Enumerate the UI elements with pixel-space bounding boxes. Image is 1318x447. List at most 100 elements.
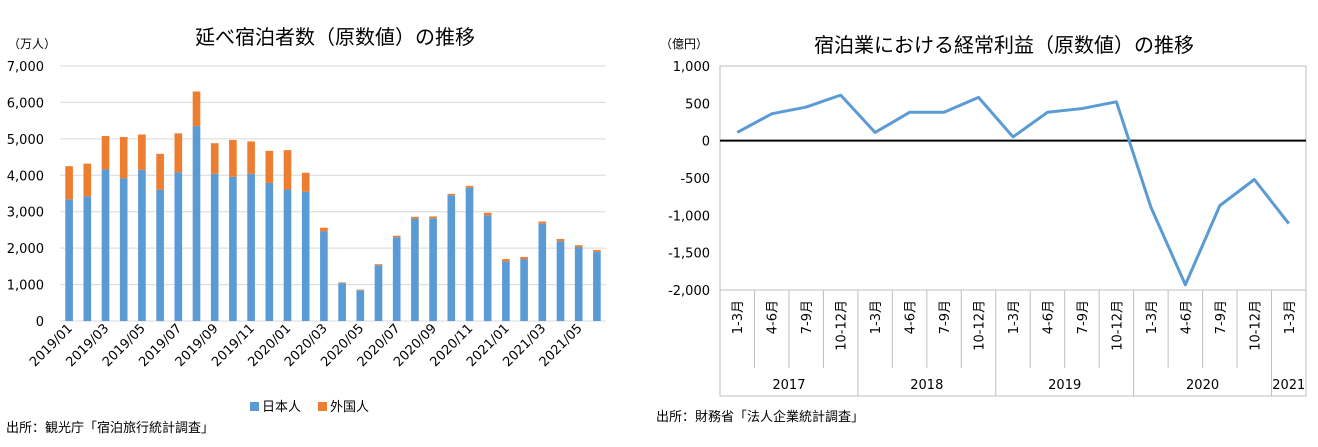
bar-foreign <box>393 236 401 237</box>
y-tick-label: -500 <box>680 172 710 187</box>
x-tick-label: 7-9月 <box>800 300 815 334</box>
stay-count-x-axis: 2019/012019/032019/052019/072019/092019/… <box>27 321 585 370</box>
bar-foreign <box>247 141 255 173</box>
bar-japanese <box>593 252 601 321</box>
ordinary-profit-x-axis: 1-3月 4-6月 7-9月 10-12月 1-3月 4-6月 7-9月 10-12月 1-3月… <box>720 290 1306 396</box>
bar-foreign <box>429 216 437 218</box>
stay-count-chart-svg: 延べ宿泊者数（原数値）の推移 （万人） 0 1,000 2,000 3,000 4,00… <box>0 0 650 443</box>
bar-foreign <box>484 213 492 216</box>
bar-foreign <box>375 264 383 265</box>
bar-japanese <box>302 192 310 321</box>
bar-japanese <box>83 196 91 321</box>
bar-foreign <box>156 154 164 190</box>
x-tick-label: 10-12月 <box>1248 300 1263 351</box>
stay-count-y-axis: 0 1,000 2,000 3,000 4,000 5,000 6,000 7,000 <box>7 60 44 330</box>
profit-series-line <box>737 95 1289 285</box>
bar-japanese <box>211 174 219 321</box>
year-group-label: 2017 <box>772 378 805 393</box>
year-group-label: 2020 <box>1186 378 1219 393</box>
bar-foreign <box>320 228 328 232</box>
bar-foreign <box>302 173 310 192</box>
bar-foreign <box>538 222 546 224</box>
x-tick-label: 4-6月 <box>766 300 781 334</box>
bar-japanese <box>538 224 546 321</box>
y-tick-label: 4,000 <box>7 169 44 184</box>
bar-japanese <box>229 177 237 321</box>
stay-count-legend: 日本人 外国人 <box>250 400 369 415</box>
bar-foreign <box>229 140 237 177</box>
ordinary-profit-unit-label: （億円） <box>660 37 708 51</box>
stay-count-chart: 延べ宿泊者数（原数値）の推移 （万人） 0 1,000 2,000 3,000 4,00… <box>0 0 650 443</box>
bar-foreign <box>120 137 128 178</box>
legend-swatch-foreign <box>318 402 327 411</box>
stay-count-unit-label: （万人） <box>8 37 56 51</box>
bar-japanese <box>375 265 383 321</box>
bar-japanese <box>193 126 201 321</box>
bar-japanese <box>102 169 110 321</box>
y-tick-label: 0 <box>36 315 44 330</box>
y-tick-label: -2,000 <box>668 284 710 299</box>
ordinary-profit-source: 出所：財務省「法人企業統計調査」 <box>656 409 864 425</box>
bar-japanese <box>284 189 292 321</box>
bar-foreign <box>338 282 346 283</box>
y-tick-label: 2,000 <box>7 242 44 257</box>
x-tick-label: 1-3月 <box>1145 300 1160 334</box>
y-tick-label: 0 <box>702 135 710 150</box>
y-tick-label: 7,000 <box>7 60 44 75</box>
bar-foreign <box>138 134 146 169</box>
y-tick-label: 1,000 <box>7 279 44 294</box>
bar-foreign <box>65 166 73 199</box>
y-tick-label: -1,500 <box>668 247 710 262</box>
bar-japanese <box>120 178 128 321</box>
stay-count-chart-title: 延べ宿泊者数（原数値）の推移 <box>195 25 475 49</box>
bar-japanese <box>411 219 419 321</box>
bar-foreign <box>174 133 182 172</box>
y-tick-label: 6,000 <box>7 96 44 111</box>
bar-japanese <box>320 231 328 321</box>
bar-japanese <box>447 195 455 321</box>
legend-label-japanese: 日本人 <box>262 400 301 415</box>
bar-japanese <box>466 188 474 321</box>
x-tick-label: 4-6月 <box>1041 300 1056 334</box>
bar-foreign <box>447 194 455 195</box>
bar-foreign <box>557 239 565 241</box>
x-tick-label: 1-3月 <box>731 300 746 334</box>
year-group-label: 2019 <box>1048 378 1081 393</box>
stay-count-bars <box>65 92 600 322</box>
bar-foreign <box>193 92 201 127</box>
x-tick-label: 10-12月 <box>835 300 850 351</box>
x-tick-label: 1-3月 <box>869 300 884 334</box>
bar-japanese <box>138 170 146 321</box>
y-tick-label: 3,000 <box>7 206 44 221</box>
y-tick-label: 500 <box>685 97 710 112</box>
x-tick-label: 1-3月 <box>1007 300 1022 334</box>
bar-japanese <box>156 190 164 321</box>
y-tick-label: -1,000 <box>668 209 710 224</box>
bar-foreign <box>466 186 474 188</box>
bar-foreign <box>520 257 528 259</box>
bar-japanese <box>557 241 565 321</box>
y-tick-label: 5,000 <box>7 133 44 148</box>
bar-foreign <box>356 290 364 291</box>
bar-foreign <box>502 259 510 261</box>
bar-japanese <box>575 247 583 321</box>
bar-japanese <box>393 237 401 321</box>
x-tick-label: 7-9月 <box>1076 300 1091 334</box>
bar-foreign <box>593 250 601 252</box>
x-tick-label: 4-6月 <box>904 300 919 334</box>
legend-label-foreign: 外国人 <box>330 400 369 415</box>
x-tick-label: 4-6月 <box>1179 300 1194 334</box>
bar-foreign <box>102 136 110 170</box>
bar-foreign <box>575 245 583 247</box>
ordinary-profit-chart-title: 宿泊業における経常利益（原数値）の推移 <box>814 33 1194 57</box>
legend-swatch-japanese <box>250 402 259 411</box>
bar-foreign <box>411 217 419 219</box>
x-tick-label: 7-9月 <box>1214 300 1229 334</box>
bar-japanese <box>484 215 492 321</box>
ordinary-profit-chart-svg: 宿泊業における経常利益（原数値）の推移 （億円） 1,0005000-500-1… <box>650 0 1318 443</box>
x-tick-label: 7-9月 <box>938 300 953 334</box>
bar-japanese <box>338 283 346 321</box>
bar-foreign <box>284 150 292 189</box>
ordinary-profit-plot-frame <box>720 66 1306 396</box>
